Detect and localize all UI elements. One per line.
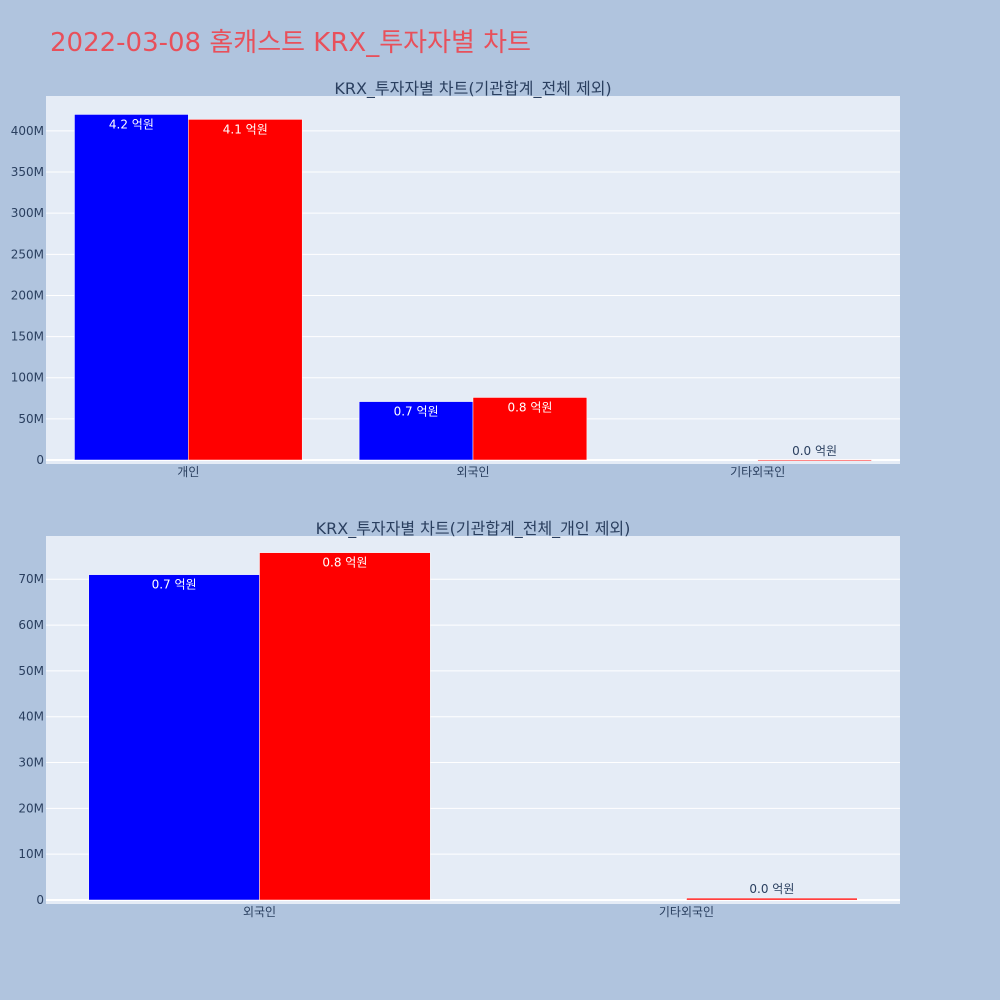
y-tick-label: 100M bbox=[11, 371, 44, 385]
data-label: 0.7 억원 bbox=[152, 578, 197, 592]
x-tick-label: 외국인 bbox=[243, 905, 276, 919]
x-tick-label: 개인 bbox=[177, 465, 199, 479]
y-tick-label: 60M bbox=[18, 618, 44, 632]
x-tick-label: 외국인 bbox=[456, 465, 489, 479]
y-tick-label: 0 bbox=[36, 453, 44, 467]
data-label: 4.2 억원 bbox=[109, 117, 154, 131]
bar bbox=[88, 574, 260, 901]
y-tick-label: 20M bbox=[18, 801, 44, 815]
y-tick-label: 50M bbox=[18, 664, 44, 678]
y-tick-label: 350M bbox=[11, 165, 44, 179]
y-tick-label: 0 bbox=[36, 893, 44, 907]
bar bbox=[188, 119, 303, 461]
page-title: 2022-03-08 홈캐스트 KRX_투자자별 차트 bbox=[50, 28, 532, 58]
bar bbox=[74, 114, 189, 461]
y-tick-label: 150M bbox=[11, 330, 44, 344]
y-tick-label: 10M bbox=[18, 847, 44, 861]
y-tick-label: 400M bbox=[11, 124, 44, 138]
x-tick-label: 기타외국인 bbox=[730, 465, 785, 479]
chart-title: KRX_투자자별 차트(기관합계_전체 제외) bbox=[334, 79, 611, 99]
y-tick-label: 250M bbox=[11, 247, 44, 261]
y-tick-label: 50M bbox=[18, 412, 44, 426]
chart-investor-all: KRX_투자자별 차트(기관합계_전체 제외) 0 50M 100M 150M 200M 2… bbox=[11, 79, 900, 479]
data-label: 0.0 억원 bbox=[749, 882, 794, 896]
bar bbox=[686, 897, 858, 901]
y-tick-label: 300M bbox=[11, 206, 44, 220]
bar bbox=[358, 401, 474, 461]
bar bbox=[472, 397, 588, 461]
chart-title: KRX_투자자별 차트(기관합계_전체_개인 제외) bbox=[316, 519, 631, 539]
data-label: 0.8 억원 bbox=[507, 400, 552, 414]
x-tick-label: 기타외국인 bbox=[659, 905, 714, 919]
y-tick-label: 200M bbox=[11, 288, 44, 302]
data-label: 0.8 억원 bbox=[322, 556, 367, 570]
bar bbox=[259, 552, 431, 901]
data-label: 0.7 억원 bbox=[394, 405, 439, 419]
y-tick-label: 30M bbox=[18, 756, 44, 770]
y-tick-label: 70M bbox=[18, 572, 44, 586]
bar bbox=[757, 459, 872, 462]
data-label: 4.1 억원 bbox=[223, 122, 268, 136]
chart-investor-excl-individual: KRX_투자자별 차트(기관합계_전체_개인 제외) 0 10M 20M 30M 40M 5… bbox=[18, 519, 900, 919]
data-label: 0.0 억원 bbox=[792, 444, 837, 458]
y-tick-label: 40M bbox=[18, 710, 44, 724]
